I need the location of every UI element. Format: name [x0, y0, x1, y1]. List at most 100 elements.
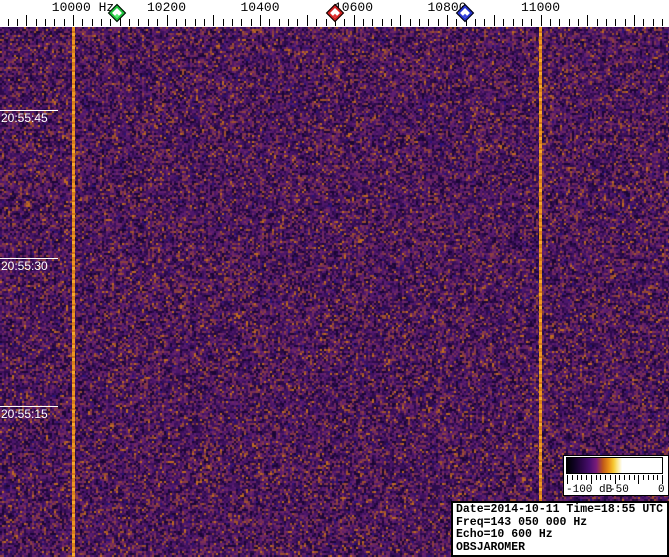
ruler-tick	[82, 19, 84, 26]
info-echo-line: Echo=10 600 Hz	[456, 528, 553, 541]
ruler-tick	[381, 19, 383, 26]
db-scale-legend: -100 dB -50 0	[563, 455, 669, 496]
ruler-tick	[110, 19, 112, 26]
ruler-tick	[447, 15, 448, 26]
ruler-tick	[540, 15, 542, 26]
ruler-tick	[278, 19, 280, 26]
db-scale-tick	[609, 475, 611, 480]
db-scale-tick	[581, 475, 583, 480]
ruler-label-10600: 10600	[333, 0, 373, 15]
ruler-tick	[596, 19, 598, 26]
ruler-tick	[175, 19, 177, 26]
db-label-min: -100 dB	[566, 484, 613, 496]
marker-inner	[459, 8, 470, 18]
ruler-tick	[652, 19, 654, 26]
ruler-tick	[334, 19, 336, 26]
ruler-tick	[288, 19, 290, 26]
info-freq-line: Freq=143 050 000 Hz	[456, 515, 588, 529]
ruler-tick	[73, 15, 74, 26]
ruler-label-10200: 10200	[146, 0, 186, 15]
carrier-line-11000hz	[539, 27, 542, 557]
ruler-tick	[484, 19, 486, 26]
ruler-tick	[91, 19, 93, 26]
marker-center-dot	[332, 13, 337, 18]
ruler-tick	[606, 19, 607, 26]
ruler-tick	[185, 19, 187, 26]
ruler-tick	[475, 19, 477, 26]
ruler-tick	[549, 19, 551, 26]
ruler-tick	[232, 19, 233, 26]
db-scale-tick	[590, 475, 592, 484]
ruler-tick	[16, 19, 18, 26]
db-scale-tick	[595, 475, 597, 480]
ruler-tick	[662, 19, 664, 26]
frequency-ruler: 10000 Hz 10200 10400 10600 10800 11000	[0, 0, 669, 27]
ruler-tick	[194, 19, 196, 26]
db-scale-tick	[619, 475, 621, 480]
ruler-tick	[390, 19, 392, 26]
db-scale-tick	[647, 475, 649, 480]
ruler-tick	[465, 19, 467, 26]
db-scale-tick	[600, 475, 602, 480]
ruler-tick	[428, 19, 430, 26]
db-scale-tick	[624, 475, 625, 480]
ruler-tick	[222, 19, 224, 26]
db-scale-tick	[643, 475, 644, 480]
db-scale-tick	[652, 475, 654, 480]
ruler-tick	[362, 19, 364, 26]
ruler-tick	[54, 19, 56, 26]
carrier-line-10000hz	[71, 27, 75, 557]
ruler-tick	[437, 19, 439, 26]
info-panel: Date=2014-10-11 Time=18:55 UTC Freq=143 0…	[451, 501, 669, 557]
ruler-tick	[400, 15, 402, 26]
ruler-tick	[241, 19, 243, 26]
time-label: 20:55:30	[0, 258, 58, 273]
ruler-tick	[138, 19, 140, 26]
ruler-tick	[35, 19, 37, 26]
db-scale-tick	[633, 475, 635, 480]
ruler-tick	[213, 15, 215, 26]
db-scale-tick	[605, 475, 606, 480]
ruler-tick	[129, 19, 131, 26]
db-label-max: 0	[658, 484, 665, 496]
db-scale-tick	[567, 475, 568, 484]
ruler-tick	[559, 19, 561, 26]
ruler-tick	[456, 19, 458, 26]
db-scale-tick	[657, 475, 659, 480]
ruler-tick	[260, 15, 261, 26]
time-label: 20:55:45	[0, 110, 58, 125]
ruler-tick	[512, 19, 514, 26]
ruler-tick	[26, 15, 28, 26]
ruler-label-10800: 10800	[427, 0, 467, 15]
marker-center-dot	[462, 13, 467, 18]
ruler-tick	[577, 19, 579, 26]
ruler-tick	[325, 19, 327, 26]
ruler-tick	[166, 15, 168, 26]
ruler-tick	[119, 15, 121, 26]
ruler-label-10400: 10400	[240, 0, 280, 15]
info-station-line: OBSJAROMER	[456, 540, 526, 554]
ruler-tick	[624, 19, 626, 26]
ruler-tick	[531, 19, 533, 26]
time-label: 20:55:15	[0, 406, 58, 421]
db-label-mid: -50	[609, 484, 629, 496]
ruler-tick	[147, 19, 149, 26]
db-scale-tick	[586, 475, 587, 480]
db-scale-tick	[576, 475, 578, 480]
ruler-tick	[503, 19, 505, 26]
marker-inner	[112, 8, 123, 18]
ruler-tick	[409, 19, 411, 26]
ruler-tick	[250, 19, 252, 26]
info-date-line: Date=2014-10-11 Time=18:55 UTC	[456, 503, 664, 516]
ruler-tick	[615, 19, 617, 26]
ruler-tick	[634, 15, 635, 26]
ruler-label-11000: 11000	[520, 0, 560, 15]
ruler-tick	[568, 19, 570, 26]
db-scale-tick	[628, 475, 630, 480]
spectrogram-waterfall	[0, 27, 669, 557]
marker-center-dot	[115, 13, 120, 18]
ruler-tick	[643, 19, 645, 26]
marker-inner	[329, 8, 340, 18]
ruler-tick	[344, 19, 346, 26]
db-gradient-bar	[566, 457, 663, 474]
